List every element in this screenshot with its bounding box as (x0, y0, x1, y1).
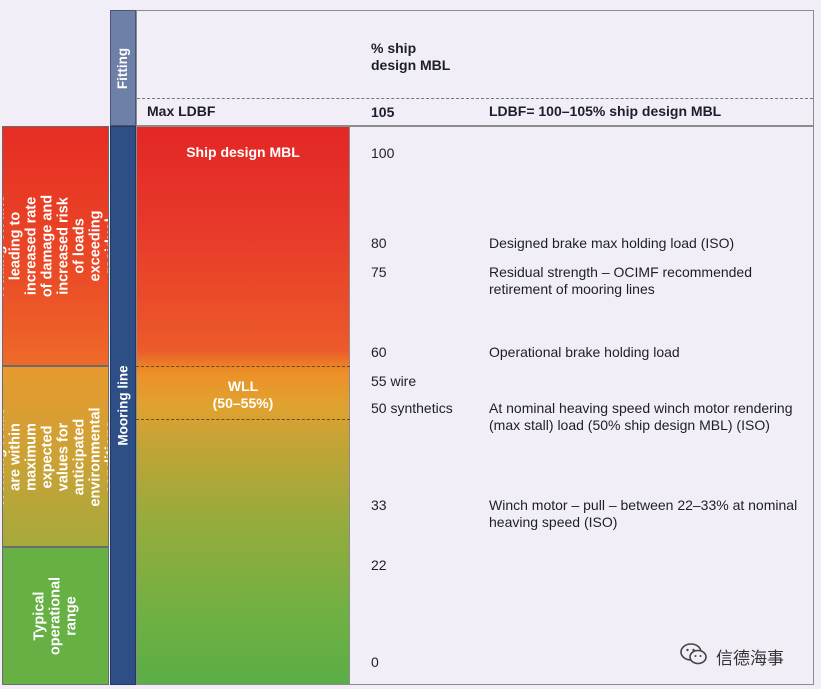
load-gradient-column (136, 126, 350, 685)
category-typical-range-text: Typical operational range (31, 576, 80, 656)
max-ldbf-value: 105 (371, 104, 395, 120)
category-overload-text: Increased loading on line leading to inc… (2, 194, 109, 298)
mooring-line-bar-label: Mooring line (115, 365, 131, 446)
wechat-icon (680, 643, 707, 665)
value-100: 100 (371, 145, 395, 161)
max-ldbf-note: LDBF= 100–105% ship design MBL (489, 103, 722, 119)
max-ldbf-label: Max LDBF (147, 103, 216, 119)
fitting-bar-label: Fitting (115, 47, 131, 89)
wll-line1: WLL (227, 378, 259, 394)
header-percent-line2: design MBL (371, 57, 451, 73)
desc-winch-motor-rendering: At nominal heaving speed winch motor ren… (489, 400, 793, 433)
desc-operational-brake: Operational brake holding load (489, 344, 680, 360)
watermark-text: 信德海事 (716, 649, 784, 669)
wll-lower-divider (136, 419, 350, 420)
value-55-wire: 55 wire (371, 373, 417, 389)
desc-brake-max-holding: Designed brake max holding load (ISO) (489, 235, 735, 251)
category-panel-working-loads: Working loads are within maximum expecte… (2, 366, 109, 547)
value-75: 75 (371, 264, 387, 280)
category-panel-overload: Increased loading on line leading to inc… (2, 126, 109, 366)
header-percent-line1: % ship (371, 40, 417, 56)
value-22: 22 (371, 557, 387, 573)
value-0: 0 (371, 654, 379, 670)
ship-design-mbl-label: Ship design MBL (186, 144, 300, 160)
desc-winch-motor-pull: Winch motor – pull – between 22–33% at n… (489, 497, 798, 530)
wll-upper-divider (136, 366, 350, 367)
wll-line2: (50–55%) (212, 395, 274, 411)
wll-label: WLL (50–55%) (136, 378, 350, 412)
load-values-section (350, 126, 814, 685)
desc-residual-strength: Residual strength – OCIMF recommended re… (489, 264, 752, 297)
fitting-section (136, 10, 814, 126)
mooring-line-bar: Mooring line (110, 126, 136, 685)
category-panel-typical-range: Typical operational range (2, 547, 109, 685)
fitting-divider (137, 98, 813, 99)
value-60: 60 (371, 344, 387, 360)
value-80: 80 (371, 235, 387, 251)
header-percent-label: % ship design MBL (371, 40, 450, 74)
fitting-bar: Fitting (110, 10, 136, 126)
value-50-synthetics: 50 synthetics (371, 400, 453, 416)
category-working-loads-text: Working loads are within maximum expecte… (2, 406, 109, 507)
value-33: 33 (371, 497, 387, 513)
